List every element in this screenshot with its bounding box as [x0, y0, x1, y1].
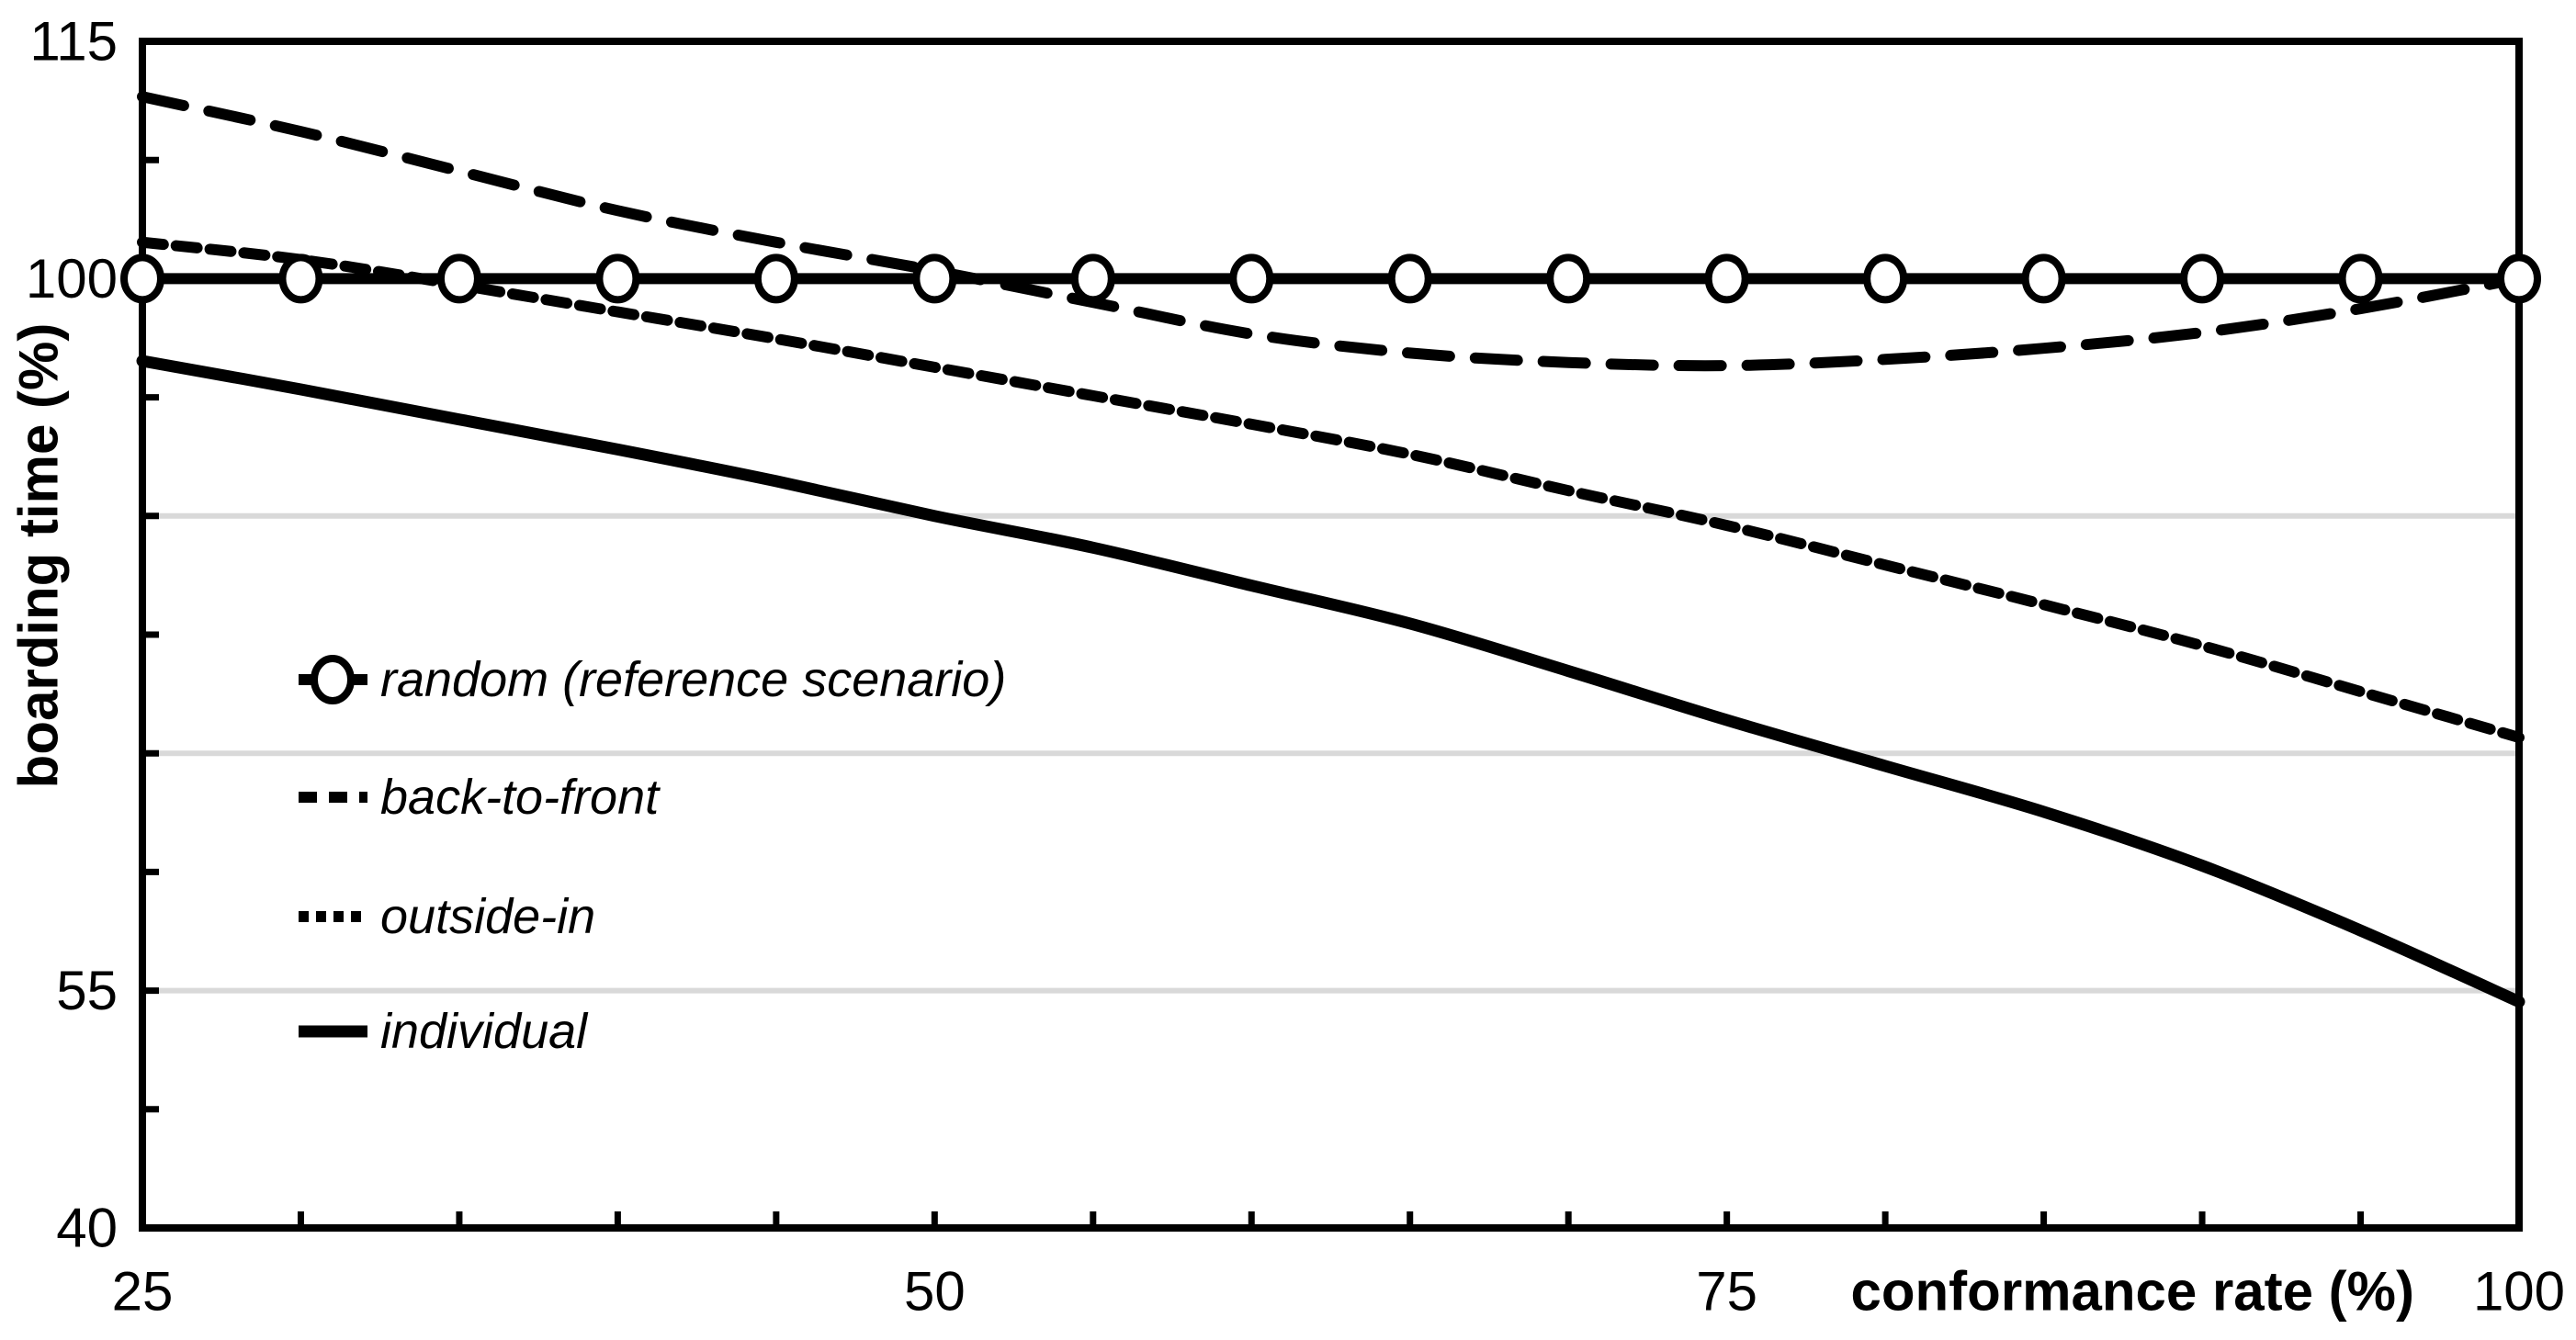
series-marker-random	[1704, 253, 1749, 304]
legend-item-back-to-front: back-to-front	[299, 770, 661, 825]
series-marker-random	[1387, 253, 1432, 304]
y-tick-label-40: 40	[56, 1198, 118, 1259]
series-marker-random	[1863, 253, 1908, 304]
y-tick-label-55: 55	[56, 960, 118, 1021]
series-marker-random	[278, 253, 323, 304]
legend-label-outside-in: outside-in	[380, 889, 595, 944]
series-marker-random	[1229, 253, 1274, 304]
legend-label-back-to-front: back-to-front	[380, 770, 661, 825]
y-tick-label-100: 100	[26, 248, 118, 310]
series-line-back-to-front	[137, 91, 2525, 372]
series-line-individual	[136, 355, 2525, 1008]
series-marker-random	[1546, 253, 1591, 304]
series-line-outside-in	[137, 236, 2525, 743]
legend-item-random: random (reference scenario)	[299, 652, 1006, 707]
series-marker-random	[2497, 253, 2541, 304]
legend-item-outside-in: outside-in	[299, 889, 595, 944]
series-marker-random	[2021, 253, 2066, 304]
plot-border	[139, 38, 2523, 1232]
x-tick-label-50: 50	[904, 1261, 966, 1323]
legend: random (reference scenario) back-to-front…	[299, 652, 1006, 1059]
x-tick-label-25: 25	[112, 1261, 174, 1323]
x-tick-label-75: 75	[1696, 1261, 1757, 1323]
series-marker-random	[2180, 253, 2225, 304]
y-tick-label-115: 115	[29, 11, 118, 73]
legend-label-random: random (reference scenario)	[380, 652, 1006, 707]
series-marker-random	[436, 253, 481, 304]
y-axis-title: boarding time (%)	[8, 323, 70, 789]
series-marker-random	[1070, 253, 1115, 304]
legend-label-individual: individual	[380, 1004, 589, 1059]
series-marker-random	[120, 253, 164, 304]
x-tick-label-100: 100	[2473, 1261, 2565, 1323]
series-marker-random	[753, 253, 798, 304]
legend-marker-random	[311, 655, 355, 704]
x-axis-title: conformance rate (%)	[1851, 1261, 2414, 1323]
series-marker-random	[912, 253, 957, 304]
series-marker-random	[2338, 253, 2383, 304]
legend-item-individual: individual	[299, 1004, 589, 1059]
series-marker-random	[595, 253, 640, 304]
